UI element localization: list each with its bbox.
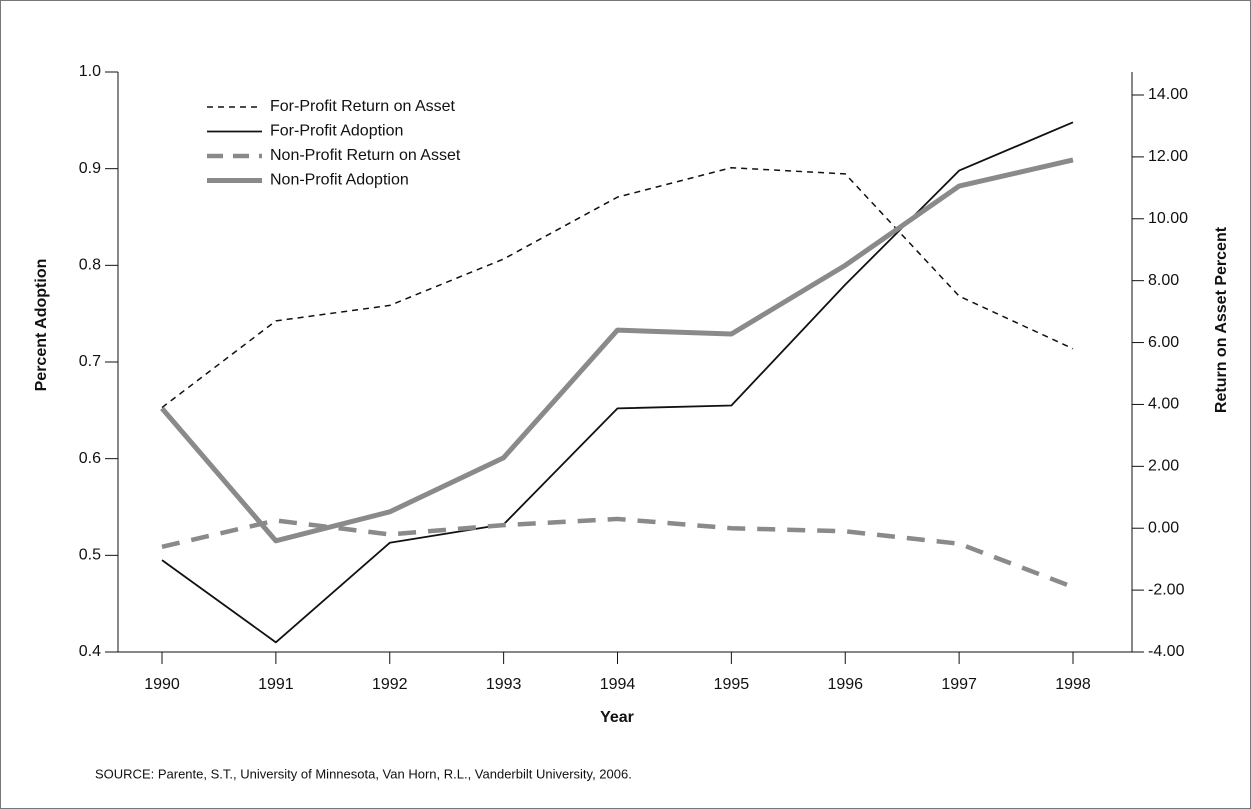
y2-tick-label: -4.00 [1148,643,1185,660]
x-tick-label: 1993 [486,676,522,693]
series-line [160,157,1074,544]
y2-tick-label: 2.00 [1148,458,1179,475]
series-line [161,166,1074,409]
y2-axis-label: Return on Asset Percent [1213,226,1230,413]
y-tick-label: 0.8 [79,257,101,274]
y2-tick-label: -2.00 [1148,581,1185,598]
y2-tick-label: 4.00 [1148,396,1179,413]
legend-label: For-Profit Adoption [270,123,403,140]
y2-tick-label: 14.00 [1148,86,1188,103]
y2-tick-label: 8.00 [1148,272,1179,289]
x-tick-label: 1994 [600,676,636,693]
y-tick-label: 0.9 [79,160,101,177]
legend-label: For-Profit Return on Asset [270,98,456,115]
series-line [161,121,1074,644]
x-tick-label: 1997 [941,676,977,693]
x-tick-label: 1995 [714,676,750,693]
x-axis-label: Year [600,709,634,726]
y2-tick-label: 12.00 [1148,148,1188,165]
y-tick-label: 0.5 [79,547,101,564]
y-tick-label: 1.0 [79,63,101,80]
y2-tick-label: 10.00 [1148,210,1188,227]
x-tick-label: 1990 [144,676,180,693]
y2-tick-label: 6.00 [1148,334,1179,351]
y-tick-label: 0.7 [79,353,101,370]
legend-label: Non-Profit Return on Asset [270,147,461,164]
y-tick-label: 0.4 [79,643,101,660]
x-tick-label: 1996 [827,676,863,693]
source: SOURCE: Parente, S.T., University of Min… [95,766,632,781]
series-line [161,516,1074,590]
x-tick-label: 1998 [1055,676,1091,693]
x-tick-label: 1991 [258,676,294,693]
x-tick-label: 1992 [372,676,408,693]
y2-tick-label: 0.00 [1148,519,1179,536]
legend-label: Non-Profit Adoption [270,172,409,189]
y-axis-label: Percent Adoption [33,259,50,392]
y-tick-label: 0.6 [79,450,101,467]
